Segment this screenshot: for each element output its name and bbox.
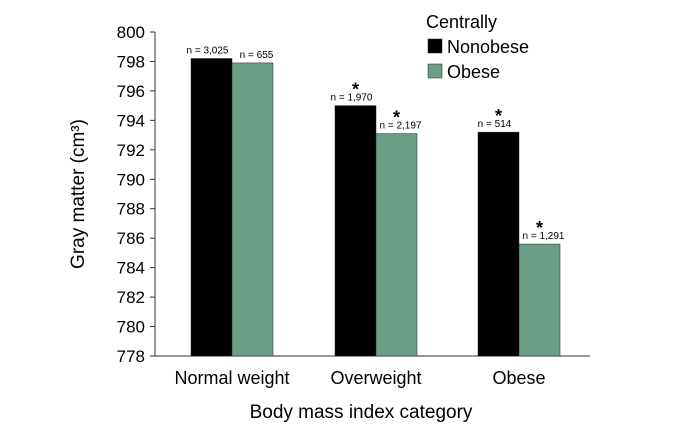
y-tick-label: 788 xyxy=(117,200,145,219)
significance-marker: * xyxy=(393,108,400,128)
y-tick-label: 786 xyxy=(117,229,145,248)
bar-obese-3 xyxy=(518,243,561,357)
legend-label: Nonobese xyxy=(447,37,529,57)
bar-nonobese-1 xyxy=(190,58,233,357)
bar-obese-2 xyxy=(375,133,418,357)
legend: Centrally Nonobese Obese xyxy=(426,12,529,82)
legend-title: Centrally xyxy=(426,12,497,32)
sample-size-label: n = 514 xyxy=(478,119,512,130)
sample-size-label: n = 3,025 xyxy=(187,46,229,57)
y-tick-label: 798 xyxy=(117,52,145,71)
y-axis-title: Gray matter (cm³) xyxy=(68,119,89,269)
sample-size-label: n = 1,970 xyxy=(331,93,373,104)
bar-obese-1 xyxy=(231,62,274,357)
x-tick-label: Normal weight xyxy=(174,368,289,388)
significance-marker: * xyxy=(536,218,543,238)
significance-marker: * xyxy=(495,106,502,126)
bar-nonobese-2 xyxy=(334,105,377,357)
y-tick-label: 794 xyxy=(117,111,145,130)
y-tick-label: 796 xyxy=(117,82,145,101)
x-tick-label: Obese xyxy=(492,368,545,388)
x-axis-title: Body mass index category xyxy=(250,402,473,423)
y-tick-label: 782 xyxy=(117,288,145,307)
y-tick-label: 800 xyxy=(117,23,145,42)
legend-swatch xyxy=(427,38,443,54)
legend-swatch xyxy=(427,63,443,79)
y-tick-label: 790 xyxy=(117,170,145,189)
y-tick-label: 792 xyxy=(117,141,145,160)
y-tick-label: 778 xyxy=(117,347,145,366)
y-tick-label: 780 xyxy=(117,318,145,337)
bars xyxy=(190,58,561,357)
sample-size-label: n = 2,197 xyxy=(380,121,422,132)
legend-label: Obese xyxy=(447,62,500,82)
sample-size-label: n = 1,291 xyxy=(523,231,565,242)
y-tick-label: 784 xyxy=(117,259,145,278)
sample-size-label: n = 655 xyxy=(240,50,274,61)
y-ticks: 778 780 782 784 786 788 790 792 794 796 798 800 xyxy=(117,23,155,366)
x-tick-label: Overweight xyxy=(330,368,421,388)
x-tick-labels: Normal weight Overweight Obese xyxy=(174,368,545,388)
bar-nonobese-3 xyxy=(477,131,520,357)
significance-marker: * xyxy=(352,80,359,100)
